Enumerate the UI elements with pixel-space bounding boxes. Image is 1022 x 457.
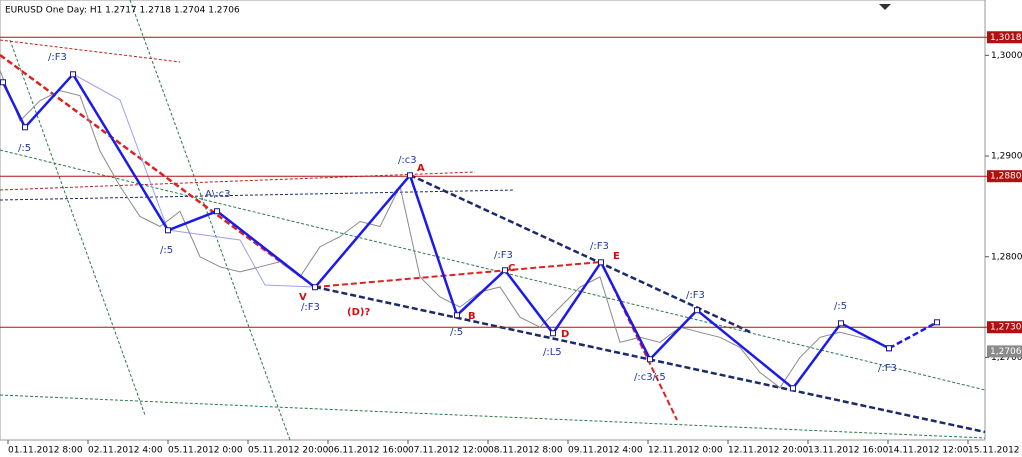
x-tick-label: 12.11.2012 20:00 bbox=[728, 446, 809, 456]
y-tick-label: 1,2800 bbox=[991, 252, 1022, 262]
wave-annotation: /:F3 bbox=[590, 241, 609, 252]
wave-annotation: B bbox=[468, 311, 476, 322]
trend-line bbox=[129, 0, 291, 441]
price-line bbox=[0, 70, 881, 389]
wave-vertex bbox=[454, 312, 460, 319]
scroll-marker bbox=[879, 4, 891, 10]
wave-vertex bbox=[790, 385, 796, 392]
wave-annotation: /:5 bbox=[160, 245, 173, 256]
x-tick-label: 09.11.2012 4:00 bbox=[568, 446, 643, 456]
wave-annotation: C bbox=[508, 263, 515, 274]
wave-annotation: A bbox=[417, 163, 425, 174]
wave-vertex bbox=[22, 124, 28, 131]
x-tick-label: 13.11.2012 16:00 bbox=[808, 446, 889, 456]
x-tick-label: 05.11.2012 20:00 bbox=[248, 446, 329, 456]
trend-line bbox=[0, 39, 181, 63]
trend-line bbox=[0, 171, 476, 191]
wave-annotation: A\:c3 bbox=[205, 189, 230, 200]
trend-line bbox=[0, 53, 316, 289]
trend-line bbox=[0, 189, 516, 201]
wave-annotation: /:L5 bbox=[543, 347, 562, 358]
wave-annotation: /:5 bbox=[18, 143, 31, 154]
wave-annotation: D bbox=[561, 329, 569, 340]
wave-vertex bbox=[598, 259, 604, 266]
wave-vertex bbox=[70, 71, 76, 78]
wave-annotation: /:F3 bbox=[494, 250, 513, 261]
level-box bbox=[987, 170, 1022, 183]
x-tick-label: 08.11.2012 8:00 bbox=[488, 446, 563, 456]
x-tick-label: 12.11.2012 0:00 bbox=[648, 446, 723, 456]
wave-vertex bbox=[214, 208, 220, 215]
wave-vertex bbox=[934, 319, 940, 326]
trend-line bbox=[0, 394, 986, 439]
wave-vertex bbox=[647, 356, 653, 363]
trend-line bbox=[0, 149, 986, 391]
y-tick-label: 1,2900 bbox=[991, 152, 1022, 162]
x-tick-label: 14.11.2012 12:00 bbox=[888, 446, 969, 456]
chart-title: EURUSD One Day: H1 1.2717 1.2718 1.2704 … bbox=[5, 6, 240, 16]
wave-vertex bbox=[838, 320, 844, 327]
y-tick-label: 1,2700 bbox=[991, 353, 1022, 363]
wave-annotation: /:c3 bbox=[398, 155, 417, 166]
x-tick-label: 06.11.2012 16:00 bbox=[328, 446, 409, 456]
wave-annotation: (D)? bbox=[347, 307, 370, 318]
level-label: 1,2880 bbox=[990, 172, 1022, 182]
x-tick-label: 15.11.2012 8 bbox=[968, 446, 1022, 456]
level-box bbox=[987, 345, 1022, 358]
wave-vertex bbox=[312, 284, 318, 291]
y-tick-label: 1,3000 bbox=[991, 51, 1022, 61]
trend-line bbox=[9, 39, 146, 416]
level-box bbox=[987, 321, 1022, 334]
level-label: 1,2706 bbox=[990, 347, 1022, 357]
wave-vertex bbox=[886, 345, 892, 352]
level-label: 1,3018 bbox=[990, 33, 1022, 43]
wave-annotation: /:5 bbox=[834, 301, 847, 312]
level-box bbox=[987, 31, 1022, 44]
trend-line bbox=[314, 261, 602, 288]
wave-annotation: /:F3 bbox=[48, 52, 67, 63]
wave-line bbox=[1, 72, 890, 390]
x-tick-label: 05.11.2012 0:00 bbox=[168, 446, 243, 456]
wave-vertex bbox=[694, 307, 700, 314]
wave-annotation: /:F3 bbox=[301, 302, 320, 313]
wave-annotation: E bbox=[613, 251, 620, 262]
wave-annotation: /:c3/:5 bbox=[634, 372, 666, 383]
wave-annotation: V bbox=[299, 292, 307, 303]
wave-vertex bbox=[165, 227, 171, 234]
x-tick-label: 01.11.2012 8:00 bbox=[8, 446, 83, 456]
wave-annotation: /:F3 bbox=[686, 290, 705, 301]
level-label: 1,2730 bbox=[990, 323, 1022, 333]
wave-vertex bbox=[0, 79, 6, 86]
wave-annotation: /:5 bbox=[450, 327, 463, 338]
wave-vertex bbox=[550, 330, 556, 337]
x-tick-label: 07.11.2012 12:00 bbox=[408, 446, 489, 456]
wave-vertex bbox=[407, 172, 413, 179]
wave-line bbox=[888, 321, 938, 350]
x-tick-label: 02.11.2012 4:00 bbox=[88, 446, 163, 456]
channel-line bbox=[72, 73, 316, 288]
wave-annotation: /:F3 bbox=[878, 363, 897, 374]
wave-vertex bbox=[502, 267, 508, 274]
